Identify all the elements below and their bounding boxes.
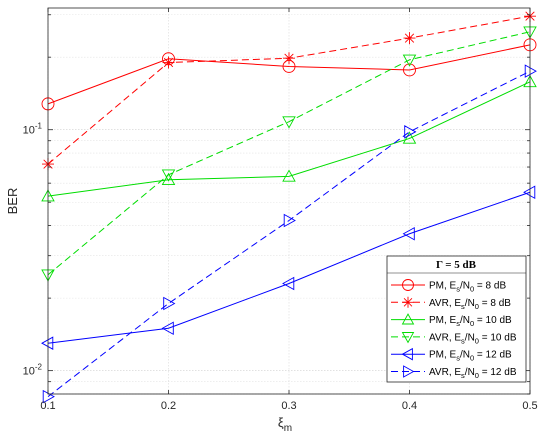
marker-triangle-up bbox=[282, 169, 296, 182]
marker-triangle-right bbox=[283, 213, 296, 228]
marker-star bbox=[283, 52, 295, 65]
legend-entry: PM, Es/N0 = 12 dB bbox=[391, 347, 512, 363]
y-tick-label: 10-1 bbox=[23, 122, 43, 137]
marker-circle bbox=[402, 279, 414, 291]
legend-label: PM, Es/N0 = 8 dB bbox=[429, 281, 506, 294]
marker-triangle-right bbox=[163, 296, 176, 311]
marker-triangle-down bbox=[282, 116, 296, 129]
legend-label: AVR, Es/N0 = 12 dB bbox=[429, 367, 517, 380]
marker-triangle-down bbox=[161, 169, 176, 182]
legend-box bbox=[386, 255, 527, 383]
legend-label: PM, Es/N0 = 10 dB bbox=[429, 315, 512, 328]
legend-entry: PM, Es/N0 = 8 dB bbox=[391, 279, 506, 294]
series-line bbox=[47, 191, 531, 344]
marker-circle bbox=[403, 63, 416, 77]
x-tick-label: 0.3 bbox=[281, 400, 296, 412]
x-tick-label: 0.2 bbox=[161, 400, 176, 412]
marker-triangle-left bbox=[41, 336, 54, 350]
marker-triangle-down bbox=[401, 332, 415, 344]
axis-ticks: 0.1 0.2 0.3 0.4 0.5 10-2 10-1 bbox=[23, 8, 538, 412]
x-tick-label: 0.5 bbox=[522, 400, 537, 412]
marker-triangle-left bbox=[282, 276, 295, 291]
legend-label: AVR, Es/N0 = 8 dB bbox=[429, 298, 511, 311]
marker-triangle-up bbox=[402, 131, 417, 144]
marker-triangle-right bbox=[403, 365, 415, 378]
marker-star bbox=[162, 56, 175, 69]
series-line bbox=[47, 31, 531, 276]
marker-star bbox=[403, 32, 416, 45]
marker-triangle-left bbox=[401, 347, 413, 361]
series-line bbox=[47, 44, 531, 105]
legend-title: Γ = 5 dB bbox=[436, 259, 477, 271]
legend-entry: AVR, Es/N0 = 8 dB bbox=[391, 296, 511, 311]
y-tick-label: 10-2 bbox=[23, 363, 43, 378]
marker-triangle-right bbox=[524, 64, 537, 78]
legend: Γ = 5 dB PM, Es/N0 = 8 dB AVR, Es/N0 = 8 … bbox=[386, 255, 527, 383]
series-5 bbox=[41, 185, 536, 350]
legend-entries: PM, Es/N0 = 8 dB AVR, Es/N0 = 8 dB PM, Es/… bbox=[391, 279, 517, 380]
x-axis-label: ξm bbox=[278, 415, 292, 434]
marker-triangle-left bbox=[523, 185, 536, 200]
x-tick-label: 0.4 bbox=[402, 400, 417, 412]
marker-triangle-left bbox=[161, 321, 174, 335]
marker-triangle-up bbox=[401, 313, 415, 325]
y-axis-label: BER bbox=[5, 188, 20, 215]
legend-entry: AVR, Es/N0 = 12 dB bbox=[391, 365, 517, 380]
legend-entry: PM, Es/N0 = 10 dB bbox=[391, 313, 512, 328]
marker-triangle-right bbox=[404, 125, 417, 139]
series-layer bbox=[41, 10, 537, 404]
marker-triangle-down bbox=[402, 54, 417, 67]
series-line bbox=[47, 81, 531, 197]
marker-star bbox=[402, 296, 414, 308]
x-tick-label: 0.1 bbox=[40, 400, 55, 412]
marker-triangle-left bbox=[402, 226, 415, 241]
legend-entry: AVR, Es/N0 = 10 dB bbox=[391, 332, 517, 345]
legend-label: PM, Es/N0 = 12 dB bbox=[429, 350, 512, 363]
legend-label: AVR, Es/N0 = 10 dB bbox=[429, 332, 517, 345]
marker-triangle-up bbox=[161, 172, 176, 185]
series-line bbox=[47, 70, 531, 398]
